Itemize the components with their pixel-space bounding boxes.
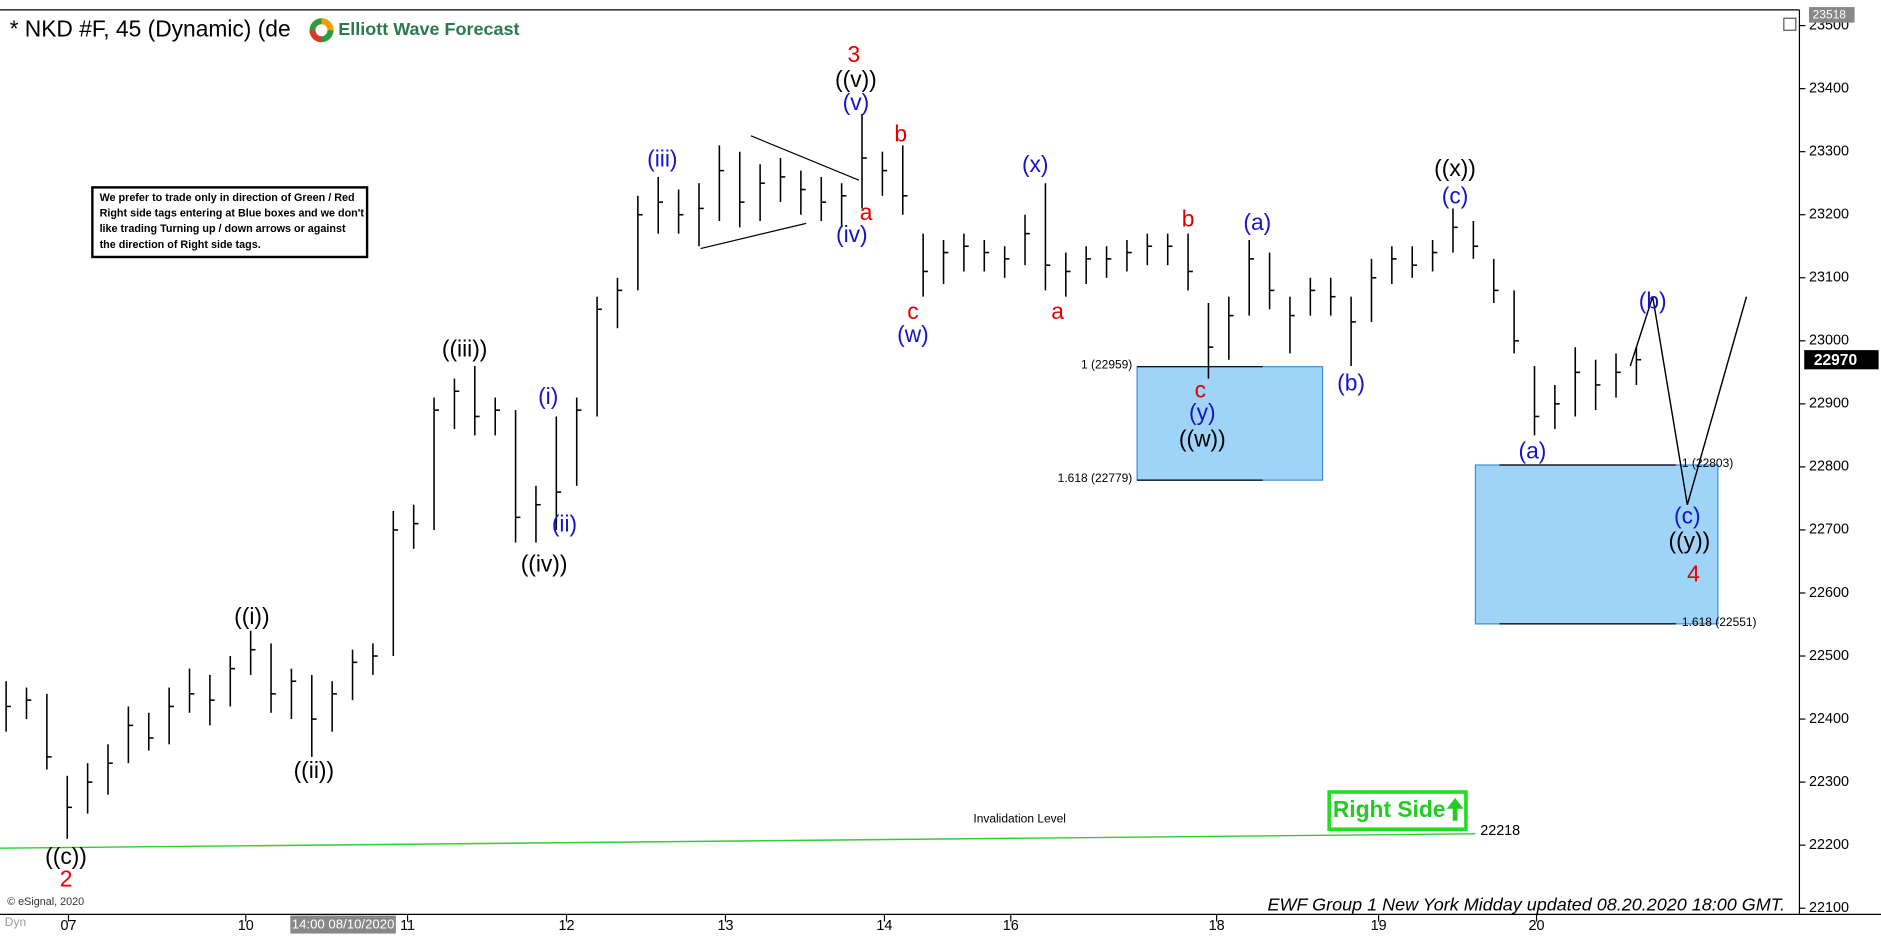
wave-label: ((iii)) xyxy=(442,335,488,361)
wave-label: 4 xyxy=(1687,560,1700,586)
wave-label: ((w)) xyxy=(1179,425,1226,451)
top-price-label: 23518 xyxy=(1813,8,1847,22)
note-line: like trading Turning up / down arrows or… xyxy=(100,223,346,235)
x-tick-label: 19 xyxy=(1371,918,1387,934)
projection-path xyxy=(1629,296,1748,505)
note-line: Right side tags entering at Blue boxes a… xyxy=(100,208,365,220)
wave-label: ((ii)) xyxy=(294,757,334,783)
wave-label: ((c)) xyxy=(45,843,87,869)
wave-label: (y) xyxy=(1189,399,1216,425)
fib-label: 1.618 (22779) xyxy=(1058,471,1133,485)
y-tick-label: 22500 xyxy=(1809,648,1849,664)
x-tick-label: 16 xyxy=(1003,918,1019,934)
cursor-time-box xyxy=(290,915,396,934)
note-line: the direction of Right side tags. xyxy=(100,239,261,251)
wave-label: (c) xyxy=(1674,502,1701,528)
wave-label: (iv) xyxy=(836,221,868,247)
cursor-time-label: 14:00 08/10/2020 xyxy=(292,917,395,932)
wave-label: 2 xyxy=(60,865,73,891)
chart-title: * NKD #F, 45 (Dynamic) (de xyxy=(10,15,291,41)
wave-label: (w) xyxy=(897,321,929,347)
wave-label: ((v)) xyxy=(835,66,877,92)
y-tick-label: 22100 xyxy=(1809,900,1849,916)
y-tick-label: 23100 xyxy=(1809,270,1849,286)
wave-label: ((y)) xyxy=(1669,528,1711,554)
window-button[interactable] xyxy=(1783,17,1797,31)
target-zone xyxy=(1136,366,1324,481)
x-tick-label: 13 xyxy=(717,918,733,934)
note-line: We prefer to trade only in direction of … xyxy=(100,192,355,204)
wave-label: (v) xyxy=(843,89,870,115)
logo-text: Elliott Wave Forecast xyxy=(338,19,519,39)
top-price-box xyxy=(1809,7,1855,23)
fib-label: 1.618 (22551) xyxy=(1682,615,1757,629)
x-tick-label: 20 xyxy=(1529,918,1545,934)
target-zone xyxy=(1474,464,1719,625)
logo-icon xyxy=(309,18,334,43)
wave-label: (b) xyxy=(1639,287,1667,313)
wave-label: c xyxy=(907,298,918,324)
y-tick-label: 22600 xyxy=(1809,585,1849,601)
y-tick-label: 23400 xyxy=(1809,80,1849,96)
wave-label: (a) xyxy=(1519,437,1547,463)
wave-label: b xyxy=(1182,205,1195,231)
last-price-box xyxy=(1804,350,1879,370)
up-arrow xyxy=(1446,797,1464,821)
wave-label: (c) xyxy=(1442,183,1469,209)
wave-label: a xyxy=(1051,298,1064,324)
wave-label: ((iv)) xyxy=(521,550,568,576)
wave-label: (a) xyxy=(1243,209,1271,235)
y-tick-label: 22400 xyxy=(1809,711,1849,727)
note-box xyxy=(91,186,369,259)
logo-background xyxy=(302,13,543,46)
wave-label: (b) xyxy=(1337,369,1365,395)
wave-label: ((i)) xyxy=(234,603,269,629)
right-side-text: Right Side xyxy=(1333,796,1446,822)
plot-layer: 22100 22200 22300 22400 22500 22600 22700 22800… xyxy=(0,7,1879,934)
x-tick-label: 18 xyxy=(1209,918,1225,934)
dyn-label: Dyn xyxy=(5,915,26,929)
x-tick-label: 14 xyxy=(876,918,892,934)
invalidation-value: 22218 xyxy=(1480,823,1520,839)
wave-label: (ii) xyxy=(552,511,577,537)
y-tick-label: 22700 xyxy=(1809,522,1849,538)
trendline xyxy=(700,222,807,250)
wave-label: (i) xyxy=(538,383,558,409)
y-tick-label: 23300 xyxy=(1809,143,1849,159)
wave-label: (x) xyxy=(1022,151,1049,177)
x-tick-label: 10 xyxy=(238,918,254,934)
footer: EWF Group 1 New York Midday updated 08.2… xyxy=(1267,895,1785,915)
right-side-tag xyxy=(1327,790,1468,831)
invalidation-line xyxy=(0,833,1476,849)
wave-label: b xyxy=(894,120,907,146)
wave-label: a xyxy=(860,199,873,225)
y-tick-label: 22800 xyxy=(1809,459,1849,475)
trendline xyxy=(750,135,860,181)
y-tick-label: 22300 xyxy=(1809,774,1849,790)
wave-label: ((x)) xyxy=(1434,155,1476,181)
y-tick-label: 22200 xyxy=(1809,837,1849,853)
x-tick-label: 12 xyxy=(559,918,575,934)
wave-label: (iii) xyxy=(647,146,677,172)
fib-label: 1 (22803) xyxy=(1682,456,1733,470)
copyright: © eSignal, 2020 xyxy=(7,896,84,908)
y-tick-label: 23000 xyxy=(1809,333,1849,349)
wave-label: c xyxy=(1195,376,1206,402)
last-price-label: 22970 xyxy=(1814,352,1858,369)
y-tick-label: 23200 xyxy=(1809,207,1849,223)
x-tick-label: 07 xyxy=(60,918,76,934)
y-tick-label: 22900 xyxy=(1809,396,1849,412)
wave-label: 3 xyxy=(848,41,861,67)
x-tick-label: 11 xyxy=(400,918,415,934)
fib-label: 1 (22959) xyxy=(1081,358,1132,372)
invalidation-label: Invalidation Level xyxy=(973,812,1066,826)
